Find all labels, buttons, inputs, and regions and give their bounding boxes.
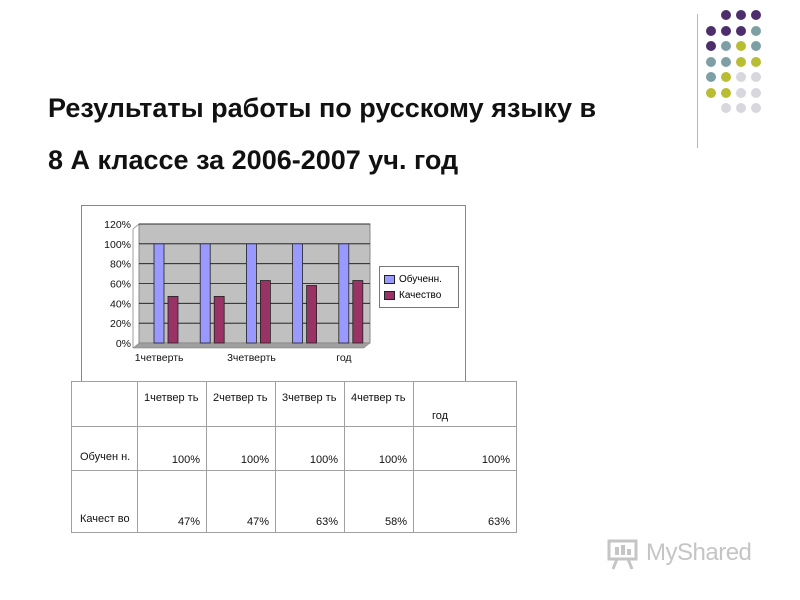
table-corner-cell (71, 381, 138, 427)
decorative-dot (751, 10, 761, 20)
decorative-dot (721, 103, 731, 113)
decorative-dot (721, 72, 731, 82)
x-tick-label: год (336, 352, 351, 364)
decorative-dot (736, 72, 746, 82)
decorative-dot (706, 41, 716, 51)
table-cell: 47% (137, 470, 207, 533)
decorative-dot (751, 25, 761, 36)
bar-kachestvo (213, 295, 225, 344)
y-tick-label: 100% (104, 239, 131, 251)
slide-title-line-1: Результаты работы по русскому языку в (48, 93, 597, 123)
legend-swatch-2 (384, 290, 395, 300)
decorative-divider (697, 14, 698, 148)
decorative-dot (721, 56, 731, 67)
decorative-dot (721, 10, 731, 20)
decorative-dot (706, 72, 716, 82)
y-tick-label: 0% (116, 338, 131, 350)
decorative-dot (736, 25, 746, 36)
decorative-dot (736, 41, 746, 51)
plot-side-edge (132, 223, 140, 230)
data-table: 1четвер ть 2четвер ть 3четвер ть 4четвер… (71, 381, 517, 533)
legend-swatch-1 (384, 274, 395, 284)
legend-label-1: Обученн. (399, 274, 442, 285)
decorative-dot (751, 41, 761, 51)
bar-obuchenn (245, 243, 257, 344)
table-row-label: Качест во (71, 470, 138, 533)
decorative-dot (721, 87, 731, 98)
slide-title-line-2: 8 А классе за 2006-2007 уч. год (48, 145, 459, 175)
decorative-dot (706, 25, 716, 36)
y-tick-label: 20% (110, 318, 131, 330)
chart-canvas: 0% 20% 40% 60% 80% 100% 120% 1четверть 3четверть… (104, 219, 371, 364)
decorative-dot (736, 87, 746, 98)
table-header-row: 1четвер ть 2четвер ть 3четвер ть 4четвер… (71, 381, 517, 427)
table-cell: 63% (275, 470, 345, 533)
table-cell: 47% (206, 470, 276, 533)
bar-obuchenn (199, 243, 211, 344)
decorative-dot (736, 10, 746, 20)
table-cell: 63% (413, 470, 517, 533)
decorative-dot (706, 56, 716, 67)
table-row: Обучен н. 100% 100% 100% 100% 100% (71, 426, 517, 471)
table-header-cell: 1четвер ть (137, 381, 207, 427)
decorative-dot (736, 103, 746, 113)
x-tick-label: 3четверть (227, 352, 276, 364)
decorative-dot (751, 56, 761, 67)
table-cell: 100% (137, 426, 207, 471)
bar-kachestvo (306, 285, 318, 344)
table-header-cell: 2четвер ть (206, 381, 276, 427)
table-row: Качест во 47% 47% 63% 58% 63% (71, 470, 517, 533)
table-cell: 100% (344, 426, 414, 471)
table-cell: 100% (413, 426, 517, 471)
watermark-text: MyShared (646, 539, 752, 566)
x-tick-label: 1четверть (135, 352, 184, 364)
table-header-cell: 3четвер ть (275, 381, 345, 427)
y-tick-label: 60% (110, 279, 131, 291)
legend-item-1: Обученн. (384, 274, 442, 286)
decorative-dot (736, 56, 746, 67)
table-row-label: Обучен н. (71, 426, 138, 471)
y-tick-label: 120% (104, 219, 131, 231)
legend-label-2: Качество (399, 290, 442, 301)
bar-obuchenn (153, 243, 165, 344)
plot-floor (132, 342, 371, 349)
decorative-dot (751, 72, 761, 82)
y-tick-label: 40% (110, 298, 131, 310)
decorative-dot (751, 87, 761, 98)
decorative-dot (706, 87, 716, 98)
bar-kachestvo (167, 295, 179, 344)
bar-chart: 0% 20% 40% 60% 80% 100% 120% 1четверть 3четверть… (81, 205, 466, 382)
decorative-dot (721, 41, 731, 51)
slide-title: Результаты работы по русскому языку в 8 … (48, 82, 698, 186)
decorative-dot (721, 25, 731, 36)
bar-kachestvo (352, 280, 364, 344)
bar-obuchenn (338, 243, 350, 344)
decorative-dot (751, 103, 761, 113)
table-header-cell: год (413, 381, 517, 427)
table-header-cell: 4четвер ть (344, 381, 414, 427)
table-cell: 58% (344, 470, 414, 533)
chart-legend: Обученн. Качество (379, 266, 459, 308)
y-tick-label: 80% (110, 259, 131, 271)
bar-obuchenn (292, 243, 304, 344)
table-cell: 100% (275, 426, 345, 471)
bar-kachestvo (259, 280, 271, 344)
legend-item-2: Качество (384, 290, 441, 302)
presentation-board-icon (607, 539, 638, 570)
table-cell: 100% (206, 426, 276, 471)
